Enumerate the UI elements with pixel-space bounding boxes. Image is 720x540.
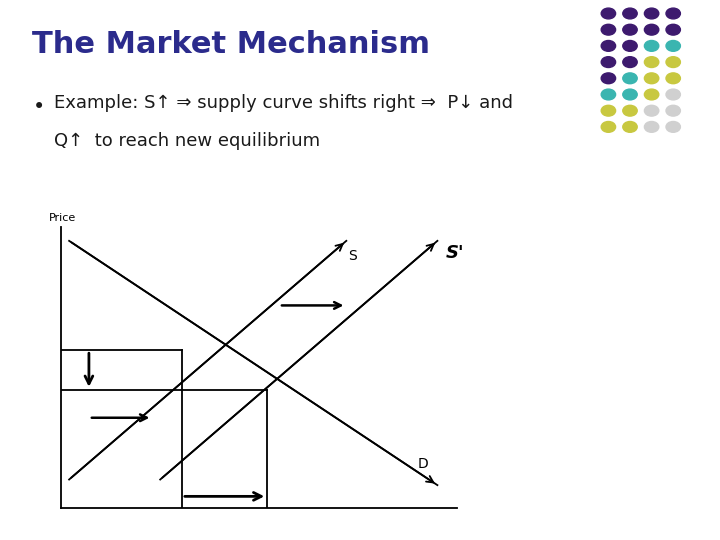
Text: S': S' — [445, 244, 464, 262]
Text: Example: S↑ ⇒ supply curve shifts right ⇒  P↓ and: Example: S↑ ⇒ supply curve shifts right … — [54, 94, 513, 112]
Text: Price: Price — [49, 213, 76, 223]
Text: •: • — [32, 97, 45, 117]
Text: D: D — [418, 457, 428, 471]
Text: Q↑  to reach new equilibrium: Q↑ to reach new equilibrium — [54, 132, 320, 150]
Text: The Market Mechanism: The Market Mechanism — [32, 30, 431, 59]
Text: S: S — [348, 249, 357, 264]
